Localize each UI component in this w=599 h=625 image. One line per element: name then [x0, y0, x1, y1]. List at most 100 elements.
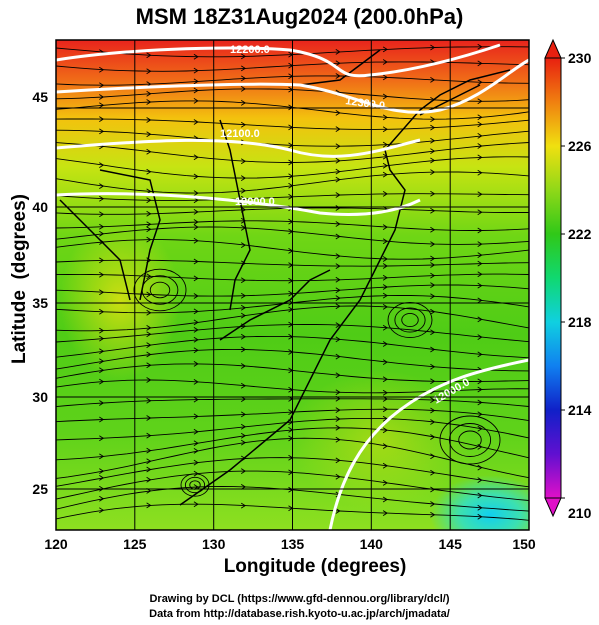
- streamline-arrow: [146, 236, 152, 243]
- streamline-arrow: [477, 492, 483, 499]
- x-axis-title: Longitude (degrees): [223, 556, 407, 577]
- streamline-arrow: [477, 98, 483, 105]
- streamline-arrow: [335, 110, 341, 116]
- streamline-arrow: [99, 348, 105, 355]
- streamline-arrow: [335, 253, 341, 259]
- streamline-arrow: [193, 293, 199, 299]
- streamline-arrow: [430, 190, 436, 197]
- streamline-arrow: [193, 396, 199, 403]
- streamline-arrow: [146, 331, 152, 338]
- streamline-arrow: [382, 292, 388, 299]
- streamline-arrow: [430, 241, 436, 247]
- streamline-arrow: [146, 432, 152, 439]
- streamline-arrow: [99, 66, 105, 73]
- streamline-arrow: [193, 336, 199, 343]
- streamline-arrow: [477, 386, 483, 393]
- streamline-arrow: [193, 119, 199, 125]
- streamline-arrow: [146, 168, 152, 175]
- streamline-arrow: [240, 292, 247, 299]
- streamline-arrow: [477, 316, 483, 323]
- streamline-arrow: [240, 75, 247, 82]
- streamline-arrow: [240, 382, 247, 389]
- streamline-arrow: [99, 128, 105, 135]
- x-tick-label: 140: [360, 536, 384, 552]
- streamline-arrow: [240, 423, 247, 430]
- streamline-arrow: [146, 273, 152, 280]
- streamline-arrow: [240, 65, 247, 72]
- streamline-vortex: [387, 301, 433, 339]
- streamline-arrow: [382, 238, 388, 245]
- streamline-arrow: [193, 308, 199, 315]
- x-tick-label: 150: [512, 536, 536, 552]
- streamline-arrow: [146, 362, 152, 369]
- streamline-arrow: [430, 226, 436, 233]
- streamline-arrow: [477, 260, 483, 267]
- streamline-arrow: [335, 353, 341, 360]
- streamline-arrow: [146, 99, 152, 105]
- streamline-arrow: [477, 79, 483, 86]
- streamline-arrow: [430, 272, 436, 279]
- contour-label: 12200.0: [230, 44, 270, 56]
- streamline-arrow: [240, 304, 247, 311]
- streamline-arrow: [193, 379, 199, 385]
- streamline-arrow: [430, 469, 436, 476]
- streamline-arrow: [146, 502, 152, 509]
- streamline-arrow: [477, 252, 483, 258]
- streamline-arrow: [430, 434, 436, 440]
- streamline-arrow: [430, 378, 436, 385]
- streamline-arrow: [430, 501, 436, 507]
- streamline-arrow: [99, 211, 105, 218]
- streamline-arrow: [430, 77, 436, 83]
- streamline-arrow: [240, 363, 247, 369]
- streamline-arrow: [430, 137, 436, 144]
- streamline-arrow: [382, 341, 388, 347]
- streamline-arrow: [430, 44, 436, 51]
- streamline-arrow: [240, 439, 247, 446]
- streamline-arrow: [240, 277, 247, 284]
- map-title: MSM 18Z31Aug2024 (200.0hPa): [135, 4, 464, 29]
- height-contours: [56, 43, 529, 530]
- streamline-arrow: [146, 377, 152, 383]
- streamline-arrow: [146, 309, 152, 316]
- streamline-vortex: [439, 415, 501, 465]
- streamline-arrow: [193, 219, 199, 225]
- streamline-arrow: [382, 427, 388, 434]
- streamline-arrow: [240, 333, 247, 340]
- streamline-arrow: [240, 100, 247, 106]
- streamline-arrow: [335, 221, 341, 227]
- streamline-arrow: [193, 459, 199, 466]
- streamline-arrow: [335, 424, 341, 431]
- streamline-arrow: [335, 303, 341, 310]
- streamline-arrow: [430, 453, 436, 460]
- streamline-arrow: [193, 428, 199, 435]
- streamline-arrow: [382, 510, 388, 516]
- streamline-arrow: [335, 508, 341, 514]
- streamline-arrow: [99, 367, 105, 374]
- streamline-arrow: [146, 226, 152, 233]
- streamline-arrow: [382, 256, 388, 262]
- y-tick-label: 25: [32, 481, 48, 497]
- streamline-arrow: [430, 308, 436, 315]
- streamline-arrow: [146, 291, 152, 298]
- streamline-arrow: [99, 94, 105, 100]
- streamline-arrow: [335, 73, 341, 79]
- streamline-arrow: [477, 271, 483, 278]
- streamline-arrow: [335, 322, 341, 328]
- streamline-arrow: [430, 124, 436, 131]
- streamline-arrow: [430, 293, 436, 300]
- streamline-arrow: [240, 312, 247, 319]
- streamline-arrow: [193, 347, 199, 354]
- streamline-arrow: [430, 407, 436, 414]
- streamline-arrow: [477, 464, 483, 471]
- streamline-arrow: [382, 114, 388, 121]
- streamline-arrow: [193, 78, 199, 85]
- streamline-arrow: [240, 468, 247, 474]
- streamline-arrow: [335, 49, 341, 55]
- streamline-arrow: [146, 415, 152, 421]
- streamline-arrow: [382, 284, 388, 290]
- streamline-arrow: [430, 262, 436, 268]
- streamline-arrow: [382, 359, 388, 365]
- streamline-arrow: [335, 60, 341, 67]
- streamline-arrow: [382, 59, 388, 65]
- streamline-arrow: [477, 378, 483, 385]
